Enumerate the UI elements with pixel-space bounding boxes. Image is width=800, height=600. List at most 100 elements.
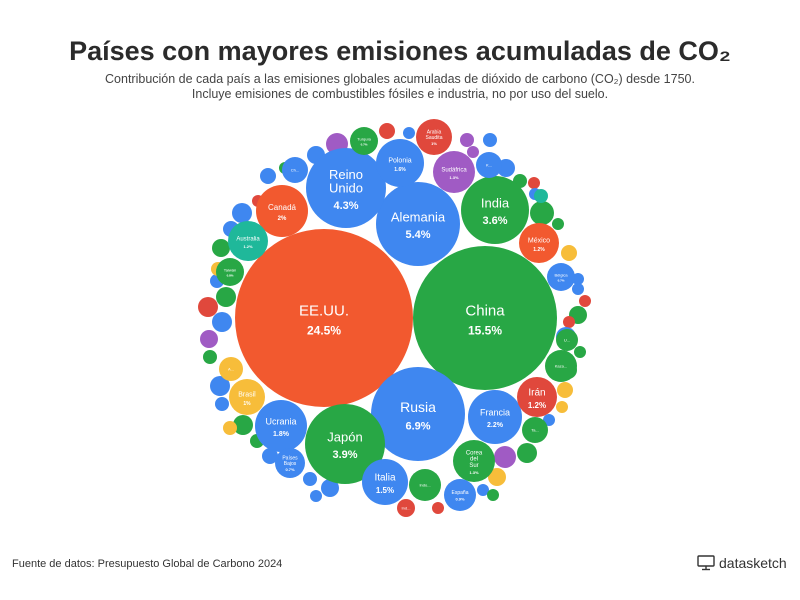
bubble-value: 2% [278, 216, 287, 222]
bubble-name: Italia [374, 472, 396, 483]
bubble-circle [228, 221, 268, 261]
bubble-small [543, 414, 555, 426]
bubble-ee-uu: EE.UU. 24.5% [235, 229, 413, 407]
bubble-circle [256, 185, 308, 237]
chart-title: Países con mayores emisiones acumuladas … [69, 36, 731, 66]
bubble-small [488, 468, 506, 486]
bubble-small [467, 146, 479, 158]
bubble-rusia: Rusia 6.9% [371, 367, 465, 461]
bubble-value: 1.2% [528, 401, 546, 410]
bubble-name: Brasil [238, 391, 256, 398]
bubble-ucrania: Ucrania 1.8% [255, 400, 307, 452]
bubble-value: 0.7% [361, 142, 368, 146]
bubble-small [212, 239, 230, 257]
brand-logo: datasketch [697, 555, 787, 571]
bubble-name: K... [486, 163, 492, 168]
bubble-circle [371, 367, 465, 461]
bubble-circle [219, 357, 243, 381]
bubble-value: 0.7% [558, 278, 565, 282]
bubble-name: Bélgica [554, 273, 568, 278]
bubble-circle [397, 499, 415, 517]
bubble-name: Ch... [291, 168, 299, 173]
bubble-name: Irán [528, 387, 545, 398]
bubble-small [494, 446, 516, 468]
bubble-value: 0.7% [285, 467, 295, 472]
bubble-small [572, 273, 584, 285]
bubble-name: Corea [466, 450, 483, 456]
bubble-small [572, 283, 584, 295]
bubble-circle [433, 151, 475, 193]
bubble-value: 0.8% [227, 273, 234, 277]
bubble-circle [409, 469, 441, 501]
bubble-name: Francia [480, 408, 510, 418]
bubble-name: Kaza... [555, 364, 567, 369]
bubble-name: Ucrania [265, 417, 296, 427]
bubble-circle [255, 400, 307, 452]
bubble-circle [376, 139, 424, 187]
bubble-value: 3.9% [332, 449, 357, 461]
bubble-circle [413, 246, 557, 390]
bubble-circle [275, 448, 305, 478]
bubble-truncated: Kaza... [545, 350, 577, 382]
bubble-name: A... [228, 367, 234, 372]
bubble-small [556, 401, 568, 413]
bubble-circle [216, 258, 244, 286]
bubble-name: India [481, 196, 510, 211]
bubble-name: Canadá [268, 203, 297, 212]
bubble-truncated: Ind... [397, 499, 415, 517]
bubble-circle [282, 157, 308, 183]
bubble-value: 1.3% [449, 175, 459, 180]
bubble-small [561, 245, 577, 261]
bubble-circle [376, 182, 460, 266]
bubble-name: del [470, 457, 478, 463]
data-source: Fuente de datos: Presupuesto Global de C… [12, 558, 283, 570]
bubble-polonia: Polonia 1.6% [376, 139, 424, 187]
bubble-small [460, 133, 474, 147]
chart-subtitle: Contribución de cada país a las emisione… [0, 72, 800, 102]
bubble-small [303, 472, 317, 486]
bubble-name: México [528, 237, 550, 244]
bubble-small [563, 316, 575, 328]
bubble-francia: Francia 2.2% [468, 390, 522, 444]
bubble-name: Ind... [402, 506, 411, 511]
bubble-small [232, 203, 252, 223]
bubble-circle [461, 176, 529, 244]
bubble-value: 15.5% [468, 323, 502, 337]
bubble-name: EE.UU. [299, 303, 349, 320]
bubble-name: Bajos [284, 461, 297, 467]
bubble-small [233, 415, 253, 435]
subtitle-line-1: Contribución de cada país a las emisione… [105, 72, 695, 86]
bubble-small [321, 479, 339, 497]
bubble-name: Rusia [400, 399, 436, 415]
bubble-value: 1.2% [243, 244, 253, 249]
bubble-small [534, 189, 548, 203]
bubble-circle [547, 263, 575, 291]
bubble-name: Países [282, 456, 298, 462]
bubble-truncated: A... [219, 357, 243, 381]
bubble-name: Alemania [391, 210, 446, 225]
bubble-small [552, 218, 564, 230]
bubble-name: Sur [469, 463, 478, 469]
bubble-circle [235, 229, 413, 407]
bubble-italia: Italia 1.5% [362, 459, 408, 505]
bubble-small [310, 490, 322, 502]
bubble-value: 4.3% [333, 200, 358, 212]
bubble-name: China [465, 303, 505, 320]
bubble-truncated: Ch... [282, 157, 308, 183]
bubble-small [530, 201, 554, 225]
bubble-alemania: Alemania 5.4% [376, 182, 460, 266]
bubble-small [198, 297, 218, 317]
bubble-name: Sudáfrica [441, 168, 467, 174]
bubble-circle [468, 390, 522, 444]
bubble-circle [416, 119, 452, 155]
bubble-india: India 3.6% [461, 176, 529, 244]
bubble-value: 1.5% [376, 486, 394, 495]
bubble-small [487, 489, 499, 501]
bubble-small [262, 448, 278, 464]
bubble-circle [522, 417, 548, 443]
